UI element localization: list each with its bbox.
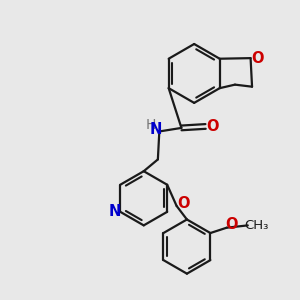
Text: O: O — [206, 119, 219, 134]
Text: O: O — [251, 51, 263, 66]
Text: CH₃: CH₃ — [244, 219, 269, 232]
Text: N: N — [108, 204, 121, 219]
Text: N: N — [150, 122, 162, 137]
Text: O: O — [177, 196, 189, 211]
Text: H: H — [146, 118, 156, 132]
Text: O: O — [226, 217, 238, 232]
